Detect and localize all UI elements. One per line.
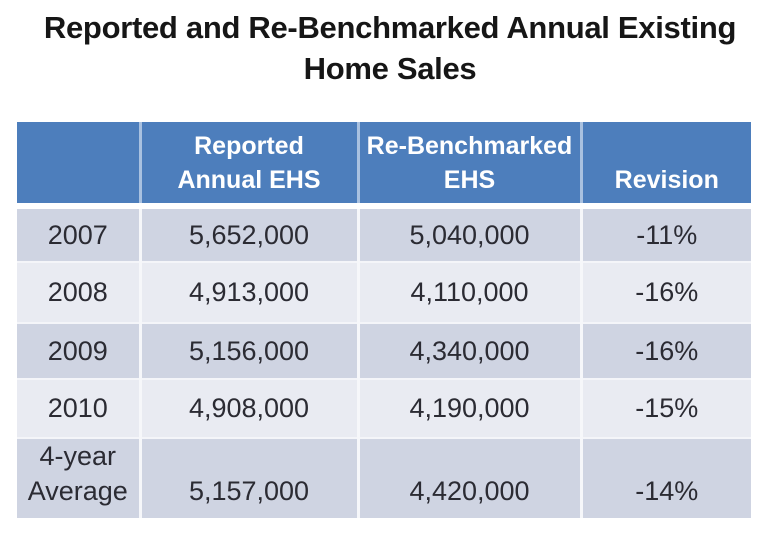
header-row: Reported Annual EHS Re-Benchmarked EHS R… bbox=[17, 122, 751, 209]
table-row-2008: 2008 4,913,000 4,110,000 -16% bbox=[17, 262, 751, 324]
reported-cell: 5,157,000 bbox=[140, 438, 360, 518]
revision-cell: -11% bbox=[581, 206, 751, 263]
title-line-1: Reported and Re-Benchmarked Annual Exist… bbox=[43, 10, 737, 45]
header-reported-line-1: Reported bbox=[194, 132, 304, 160]
year-cell: 2007 bbox=[17, 206, 142, 263]
year-cell: 4-year Average bbox=[17, 438, 142, 518]
reported-cell: 4,913,000 bbox=[140, 262, 360, 324]
revision-cell: -15% bbox=[581, 379, 751, 439]
average-label-line-1: 4-year bbox=[39, 441, 117, 471]
year-cell: 2008 bbox=[17, 262, 142, 324]
header-rebenchmarked-line-1: Re-Benchmarked bbox=[366, 132, 573, 160]
reported-cell: 5,156,000 bbox=[140, 323, 360, 380]
table-row-2007: 2007 5,652,000 5,040,000 -11% bbox=[17, 206, 751, 263]
revision-cell: -16% bbox=[581, 262, 751, 324]
header-rebenchmarked-line-2: EHS bbox=[443, 166, 496, 194]
header-cell-rebenchmarked: Re-Benchmarked EHS bbox=[358, 122, 583, 209]
header-cell-revision: Revision bbox=[581, 122, 751, 209]
page-title: Reported and Re-Benchmarked Annual Exist… bbox=[0, 7, 780, 89]
rebenchmarked-cell: 5,040,000 bbox=[358, 206, 583, 263]
rebenchmarked-cell: 4,190,000 bbox=[358, 379, 583, 439]
table-row-average: 4-year Average 5,157,000 4,420,000 -14% bbox=[17, 438, 751, 518]
rebenchmarked-cell: 4,340,000 bbox=[358, 323, 583, 380]
reported-cell: 5,652,000 bbox=[140, 206, 360, 263]
table-row-2009: 2009 5,156,000 4,340,000 -16% bbox=[17, 323, 751, 380]
header-reported-line-2: Annual EHS bbox=[177, 166, 321, 194]
revision-cell: -16% bbox=[581, 323, 751, 380]
year-cell: 2009 bbox=[17, 323, 142, 380]
year-cell: 2010 bbox=[17, 379, 142, 439]
header-cell-year bbox=[17, 122, 142, 209]
header-cell-reported: Reported Annual EHS bbox=[140, 122, 360, 209]
ehs-table: Reported Annual EHS Re-Benchmarked EHS R… bbox=[17, 122, 751, 518]
reported-cell: 4,908,000 bbox=[140, 379, 360, 439]
average-label-line-2: Average bbox=[27, 476, 128, 506]
title-line-2: Home Sales bbox=[303, 51, 477, 86]
rebenchmarked-cell: 4,420,000 bbox=[358, 438, 583, 518]
rebenchmarked-cell: 4,110,000 bbox=[358, 262, 583, 324]
revision-cell: -14% bbox=[581, 438, 751, 518]
table-row-2010: 2010 4,908,000 4,190,000 -15% bbox=[17, 379, 751, 439]
